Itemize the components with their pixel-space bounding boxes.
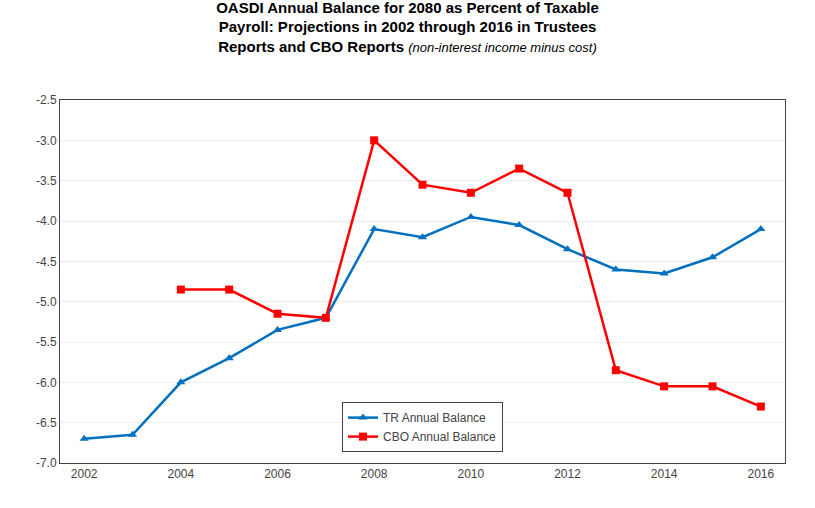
svg-text:-3.5: -3.5 xyxy=(36,174,57,188)
svg-text:2010: 2010 xyxy=(457,467,484,481)
svg-text:2002: 2002 xyxy=(71,467,98,481)
svg-text:-5.0: -5.0 xyxy=(36,295,57,309)
svg-text:-4.0: -4.0 xyxy=(36,214,57,228)
svg-text:2004: 2004 xyxy=(167,467,194,481)
svg-text:CBO Annual Balance: CBO Annual Balance xyxy=(383,430,496,444)
svg-text:-5.5: -5.5 xyxy=(36,335,57,349)
svg-text:-7.0: -7.0 xyxy=(36,456,57,470)
svg-text:-4.5: -4.5 xyxy=(36,255,57,269)
svg-text:TR Annual Balance: TR Annual Balance xyxy=(383,411,486,425)
svg-text:2008: 2008 xyxy=(361,467,388,481)
svg-text:-2.5: -2.5 xyxy=(36,93,57,107)
svg-text:2006: 2006 xyxy=(264,467,291,481)
svg-text:-3.0: -3.0 xyxy=(36,134,57,148)
svg-text:OASDI Annual Balance for 2080: OASDI Annual Balance for 2080 as Percent… xyxy=(216,0,599,55)
svg-text:-6.5: -6.5 xyxy=(36,416,57,430)
svg-text:2012: 2012 xyxy=(554,467,581,481)
svg-text:-6.0: -6.0 xyxy=(36,376,57,390)
svg-text:2014: 2014 xyxy=(651,467,678,481)
svg-text:2016: 2016 xyxy=(747,467,774,481)
